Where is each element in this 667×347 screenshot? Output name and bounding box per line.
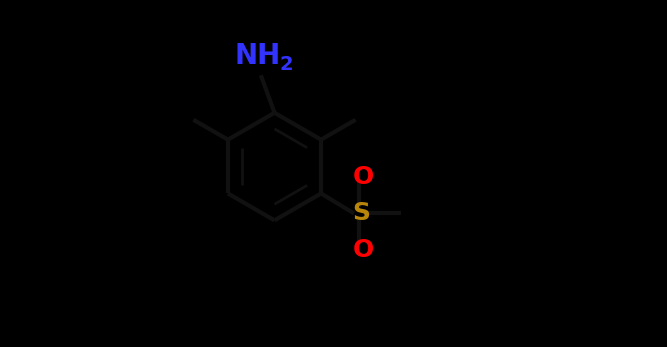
Text: O: O xyxy=(353,238,374,262)
Text: S: S xyxy=(352,201,370,226)
Text: NH: NH xyxy=(234,42,281,70)
Text: O: O xyxy=(353,165,374,189)
Text: 2: 2 xyxy=(280,54,293,74)
